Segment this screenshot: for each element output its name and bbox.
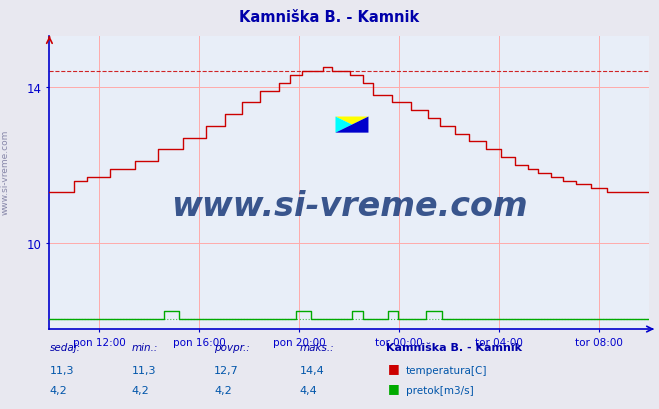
Text: ■: ■ [387, 381, 399, 393]
Text: pretok[m3/s]: pretok[m3/s] [406, 384, 474, 395]
Text: min.:: min.: [132, 342, 158, 352]
Text: 12,7: 12,7 [214, 365, 239, 375]
Text: 11,3: 11,3 [49, 365, 74, 375]
Text: 11,3: 11,3 [132, 365, 156, 375]
Polygon shape [335, 117, 368, 125]
Text: Kamniška B. - Kamnik: Kamniška B. - Kamnik [386, 342, 521, 352]
Text: ■: ■ [387, 361, 399, 374]
Polygon shape [335, 117, 368, 133]
Text: 14,4: 14,4 [300, 365, 325, 375]
Text: www.si-vreme.com: www.si-vreme.com [1, 129, 10, 214]
Text: www.si-vreme.com: www.si-vreme.com [171, 190, 528, 223]
Text: temperatura[C]: temperatura[C] [406, 365, 488, 375]
Text: sedaj:: sedaj: [49, 342, 80, 352]
Text: maks.:: maks.: [300, 342, 335, 352]
Text: 4,4: 4,4 [300, 384, 318, 395]
Polygon shape [335, 117, 352, 133]
Text: 4,2: 4,2 [132, 384, 150, 395]
Text: povpr.:: povpr.: [214, 342, 250, 352]
Text: Kamniška B. - Kamnik: Kamniška B. - Kamnik [239, 10, 420, 25]
Text: 4,2: 4,2 [214, 384, 232, 395]
Text: 4,2: 4,2 [49, 384, 67, 395]
